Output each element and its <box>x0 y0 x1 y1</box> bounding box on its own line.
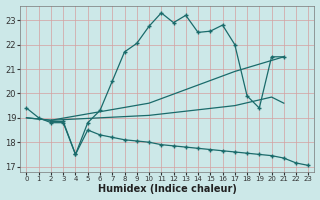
X-axis label: Humidex (Indice chaleur): Humidex (Indice chaleur) <box>98 184 237 194</box>
